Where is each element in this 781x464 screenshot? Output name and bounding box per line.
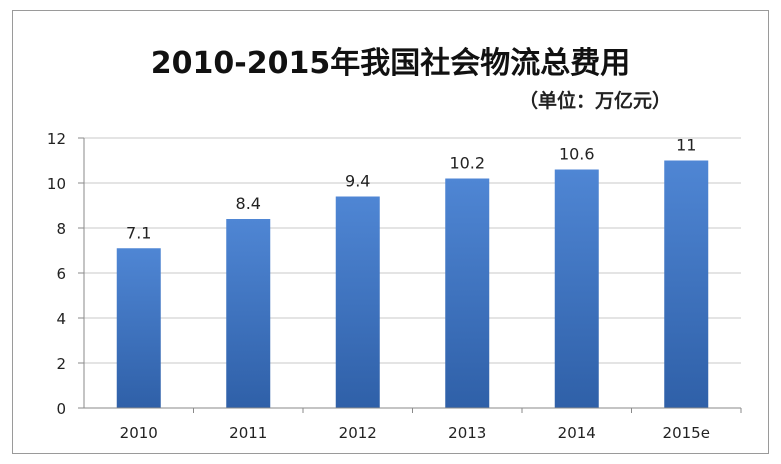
axes: 0 2 4 6 8 10 12 2010 2011 2012 2013 2014 2015e bbox=[47, 130, 742, 442]
chart-subtitle: （单位：万亿元） bbox=[518, 90, 671, 112]
bar-2010 bbox=[116, 248, 161, 408]
data-label-2011: 8.4 bbox=[236, 194, 261, 213]
x-tick-label: 2011 bbox=[229, 424, 267, 442]
data-label-2015e: 11 bbox=[676, 136, 696, 155]
x-tick-label: 2015e bbox=[663, 424, 710, 442]
x-tick-label: 2012 bbox=[339, 424, 377, 442]
data-label-2010: 7.1 bbox=[126, 223, 151, 242]
y-tick-label: 10 bbox=[47, 175, 66, 193]
gridlines bbox=[84, 137, 741, 364]
bar-2014 bbox=[554, 169, 599, 408]
y-tick-label: 2 bbox=[56, 355, 66, 373]
x-tick-label: 2013 bbox=[448, 424, 486, 442]
bar-2013 bbox=[445, 178, 490, 408]
bar-2011 bbox=[226, 219, 271, 408]
chart-title: 2010-2015年我国社会物流总费用 bbox=[150, 46, 631, 81]
x-tick-label: 2014 bbox=[558, 424, 596, 442]
data-labels: 7.1 8.4 9.4 10.2 10.6 11 bbox=[126, 136, 696, 243]
bars bbox=[116, 160, 709, 408]
y-tick-label: 6 bbox=[56, 265, 66, 283]
y-tick-label: 0 bbox=[56, 400, 66, 418]
y-tick-label: 4 bbox=[56, 310, 66, 328]
x-tick-label: 2010 bbox=[120, 424, 158, 442]
data-label-2014: 10.6 bbox=[559, 145, 595, 164]
bar-2012 bbox=[335, 196, 380, 408]
data-label-2012: 9.4 bbox=[345, 172, 370, 191]
y-tick-label: 12 bbox=[47, 130, 66, 148]
y-tick-label: 8 bbox=[56, 220, 66, 238]
data-label-2013: 10.2 bbox=[449, 154, 485, 173]
bar-2015e bbox=[664, 160, 709, 408]
